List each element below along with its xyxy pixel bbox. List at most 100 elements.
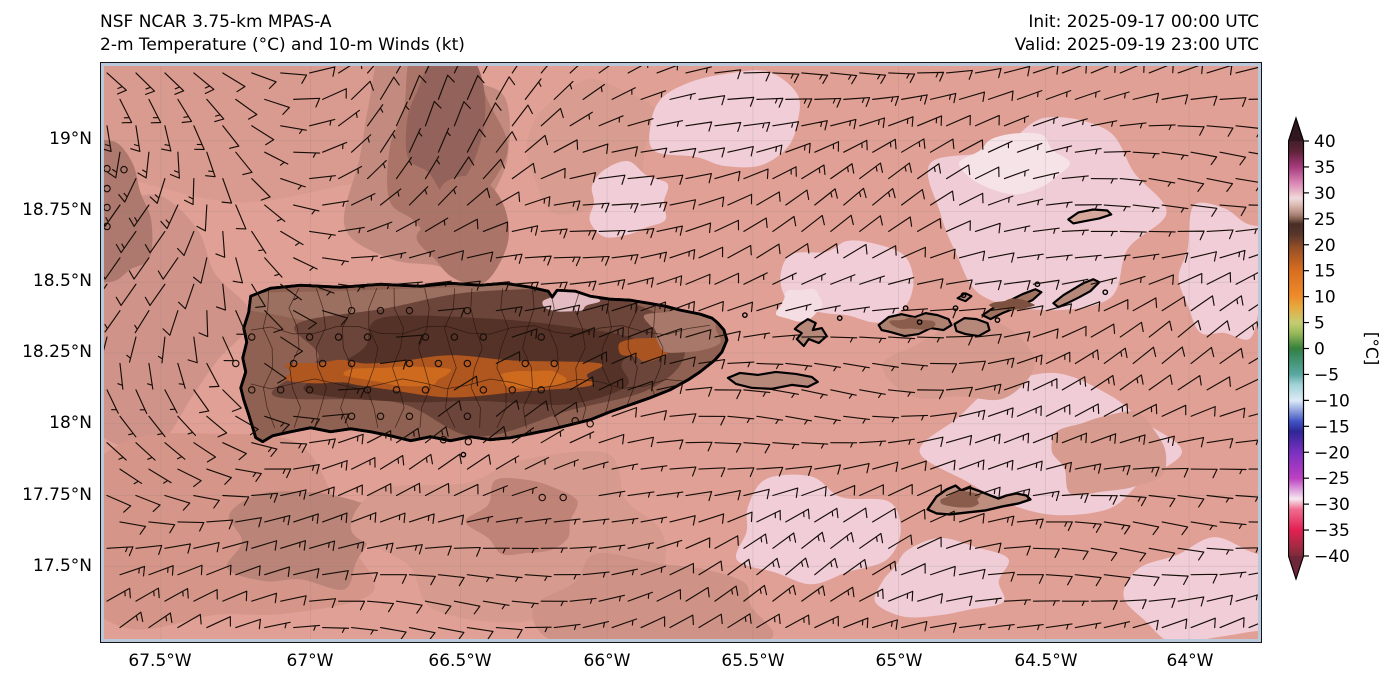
wind-barb — [1119, 122, 1147, 129]
wind-barb — [322, 88, 347, 100]
wind-barb — [1190, 573, 1218, 584]
wind-barb — [1032, 279, 1060, 290]
wind-barb — [222, 590, 248, 602]
wind-barb — [987, 140, 1013, 153]
wind-barb — [958, 307, 986, 318]
wind-barb — [322, 310, 349, 326]
wind-barb — [553, 304, 581, 315]
wind-barb — [495, 455, 520, 470]
wind-barb — [437, 185, 458, 206]
wind-barb — [280, 72, 308, 84]
wind-barb — [743, 442, 771, 454]
wind-barb — [814, 507, 839, 523]
wind-barb — [1235, 271, 1259, 285]
wind-barb — [888, 438, 915, 445]
wind-barb — [859, 336, 887, 344]
wind-barb — [627, 228, 655, 239]
wind-barb — [945, 114, 971, 127]
wind-barb — [1190, 406, 1216, 417]
wind-barb — [929, 412, 957, 423]
wind-barb — [830, 214, 854, 232]
wind-barb — [901, 138, 926, 153]
wind-barb — [1148, 178, 1176, 187]
wind-barb — [872, 619, 899, 630]
colorbar-tick-label: −30 — [1314, 495, 1350, 515]
wind-barb — [656, 174, 684, 185]
wind-barb — [1016, 574, 1044, 584]
wind-barb — [395, 281, 423, 288]
wind-barb — [235, 517, 262, 528]
wind-barb — [785, 303, 812, 312]
wind-barb — [685, 273, 711, 285]
islet — [960, 292, 967, 299]
colorbar-tick-label: 5 — [1314, 314, 1325, 334]
colorbar-tick-label: −10 — [1314, 391, 1350, 411]
wind-barb — [872, 245, 897, 259]
wind-barb — [103, 283, 108, 290]
wind-barb — [1132, 297, 1158, 312]
wind-barb — [1248, 521, 1259, 523]
wind-barb — [157, 336, 166, 364]
wind-barb — [193, 125, 205, 151]
wind-barb — [1148, 494, 1176, 508]
wind-barb — [264, 204, 286, 223]
wind-barb — [945, 335, 974, 346]
temp-patch-pink-top-mid — [649, 70, 800, 168]
wind-barb — [1061, 229, 1089, 236]
wind-barb — [366, 542, 394, 554]
wind-barb — [251, 592, 278, 604]
wind-barb — [801, 442, 829, 449]
wind-barb — [929, 248, 956, 260]
calm-circle — [538, 493, 547, 502]
wind-barb — [801, 531, 825, 549]
wind-barb — [945, 539, 972, 550]
wind-barb — [743, 121, 771, 132]
wind-barb — [859, 162, 884, 180]
wind-barb — [1061, 547, 1089, 560]
valid-time-label: Valid: 2025-09-19 23:00 UTC — [1014, 35, 1259, 55]
wind-barb — [582, 461, 609, 470]
wind-barb — [1003, 599, 1031, 606]
wind-barb — [408, 626, 436, 640]
wind-barb — [843, 187, 867, 206]
wind-barb — [714, 442, 742, 453]
wind-barb — [1206, 547, 1234, 555]
wind-barb — [1090, 65, 1116, 74]
tortola-ridge — [989, 298, 1035, 310]
map-axes — [100, 62, 1262, 643]
wind-barb — [785, 243, 810, 259]
wind-barb — [1119, 434, 1146, 445]
wind-barb — [293, 151, 321, 158]
wind-barb — [495, 626, 523, 639]
wind-barb — [1045, 521, 1073, 532]
wind-barb — [1016, 142, 1043, 153]
wind-barb — [627, 591, 654, 602]
wind-barb — [1074, 463, 1102, 474]
wind-barb — [1235, 547, 1259, 553]
wind-barb — [1219, 151, 1247, 166]
wind-barb — [453, 65, 459, 74]
colorbar-gradient — [1288, 141, 1304, 556]
wind-barb — [1045, 623, 1073, 630]
wind-barb — [309, 118, 336, 127]
wind-barb — [901, 246, 926, 259]
wind-barb — [350, 457, 376, 470]
wind-barb — [144, 230, 166, 254]
wind-barb — [309, 540, 336, 551]
y-tick-label: 18.5°N — [32, 271, 92, 291]
wind-barb — [511, 104, 533, 127]
wind-barb — [495, 351, 521, 365]
wind-barb — [482, 547, 510, 554]
wind-barb — [251, 492, 279, 503]
wind-barb — [193, 494, 220, 509]
wind-barb — [640, 516, 668, 524]
calm-circle — [463, 412, 472, 421]
wind-barb — [1190, 468, 1218, 479]
wind-barb — [929, 510, 955, 523]
wind-barb — [1074, 403, 1100, 417]
pr-orange-east — [618, 337, 672, 363]
wind-barb — [408, 250, 435, 259]
wind-barb — [582, 351, 608, 365]
wind-barb — [177, 521, 205, 532]
wind-barb — [338, 541, 365, 552]
